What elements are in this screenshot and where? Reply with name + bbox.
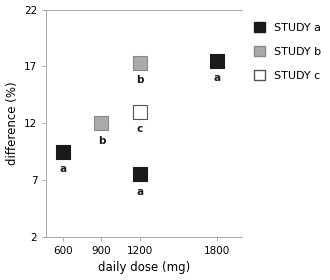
Text: a: a — [59, 164, 67, 174]
Text: b: b — [98, 136, 105, 146]
Point — [214, 59, 219, 63]
Point — [99, 121, 104, 125]
Point — [137, 61, 143, 65]
Text: a: a — [213, 73, 220, 83]
Text: b: b — [136, 76, 144, 85]
Point — [137, 172, 143, 177]
Point — [137, 109, 143, 114]
Y-axis label: difference (%): difference (%) — [6, 81, 18, 165]
Text: a: a — [136, 187, 143, 197]
X-axis label: daily dose (mg): daily dose (mg) — [98, 262, 190, 274]
Text: c: c — [137, 124, 143, 134]
Legend: STUDY a, STUDY b, STUDY c: STUDY a, STUDY b, STUDY c — [252, 20, 323, 83]
Point — [60, 150, 66, 154]
